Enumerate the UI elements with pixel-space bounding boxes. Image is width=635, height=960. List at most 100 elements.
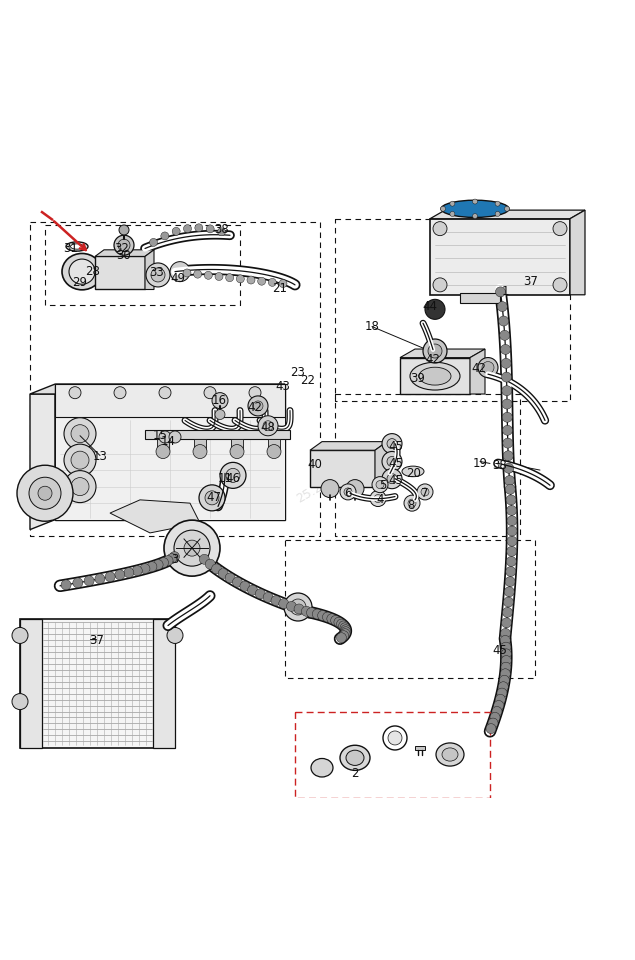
- Circle shape: [478, 357, 498, 377]
- Circle shape: [279, 599, 289, 609]
- Circle shape: [17, 466, 73, 521]
- Circle shape: [382, 451, 402, 471]
- Circle shape: [118, 239, 130, 252]
- Circle shape: [331, 615, 340, 626]
- Circle shape: [382, 468, 402, 489]
- Text: 43: 43: [276, 379, 290, 393]
- Circle shape: [417, 484, 433, 500]
- Polygon shape: [231, 439, 243, 450]
- Circle shape: [95, 574, 105, 584]
- Polygon shape: [95, 256, 145, 290]
- Circle shape: [12, 628, 28, 643]
- Circle shape: [495, 287, 505, 297]
- Circle shape: [236, 275, 244, 283]
- Circle shape: [64, 444, 96, 476]
- Circle shape: [38, 486, 52, 500]
- Circle shape: [159, 387, 171, 398]
- Ellipse shape: [70, 244, 83, 250]
- Circle shape: [161, 232, 169, 240]
- Circle shape: [504, 464, 514, 473]
- Circle shape: [64, 470, 96, 503]
- Circle shape: [500, 636, 511, 645]
- Circle shape: [204, 272, 212, 279]
- Circle shape: [169, 431, 181, 443]
- Text: 42: 42: [472, 362, 486, 374]
- Text: 15: 15: [152, 428, 168, 442]
- Text: 1: 1: [501, 285, 509, 298]
- Text: 33: 33: [150, 267, 164, 279]
- Circle shape: [433, 277, 447, 292]
- Ellipse shape: [445, 202, 505, 216]
- Ellipse shape: [402, 467, 424, 477]
- Circle shape: [502, 372, 512, 382]
- Circle shape: [340, 484, 356, 500]
- Circle shape: [500, 669, 511, 679]
- Text: 39: 39: [411, 372, 425, 385]
- Circle shape: [507, 516, 517, 526]
- Text: 48: 48: [260, 421, 276, 434]
- Text: 13: 13: [93, 450, 107, 464]
- Circle shape: [61, 580, 71, 589]
- Text: 7: 7: [421, 487, 429, 500]
- Text: 5: 5: [379, 479, 387, 492]
- Circle shape: [501, 358, 511, 369]
- Circle shape: [255, 588, 265, 599]
- Circle shape: [149, 238, 157, 247]
- Circle shape: [425, 300, 445, 320]
- Circle shape: [119, 225, 129, 235]
- Circle shape: [199, 554, 210, 564]
- Text: 28: 28: [86, 265, 100, 278]
- Text: 45: 45: [493, 644, 507, 658]
- Circle shape: [507, 505, 517, 516]
- Circle shape: [167, 554, 177, 564]
- Circle shape: [505, 577, 515, 587]
- Polygon shape: [268, 439, 280, 450]
- Text: 38: 38: [493, 459, 507, 472]
- Polygon shape: [415, 746, 425, 750]
- Circle shape: [73, 578, 83, 588]
- Circle shape: [267, 444, 281, 459]
- Polygon shape: [400, 349, 485, 358]
- Circle shape: [387, 473, 397, 484]
- Circle shape: [498, 682, 508, 692]
- Circle shape: [206, 225, 214, 233]
- Circle shape: [387, 456, 397, 467]
- Polygon shape: [310, 442, 387, 450]
- Circle shape: [488, 718, 498, 728]
- Circle shape: [502, 425, 512, 435]
- Text: 30: 30: [117, 249, 131, 262]
- Text: 3: 3: [171, 553, 178, 565]
- Circle shape: [321, 480, 339, 497]
- Circle shape: [507, 537, 517, 546]
- Ellipse shape: [340, 745, 370, 770]
- Circle shape: [212, 393, 228, 409]
- Circle shape: [230, 444, 244, 459]
- Circle shape: [502, 386, 512, 396]
- Circle shape: [504, 597, 514, 607]
- Circle shape: [338, 621, 349, 631]
- Circle shape: [248, 396, 268, 416]
- Polygon shape: [430, 210, 585, 219]
- Circle shape: [450, 211, 455, 216]
- Circle shape: [334, 617, 344, 627]
- Circle shape: [501, 649, 511, 659]
- Polygon shape: [153, 619, 175, 748]
- Circle shape: [504, 587, 514, 597]
- Circle shape: [220, 463, 246, 489]
- Circle shape: [505, 484, 515, 494]
- Circle shape: [501, 662, 511, 672]
- Circle shape: [64, 418, 96, 449]
- Circle shape: [500, 629, 511, 638]
- Circle shape: [240, 581, 250, 591]
- Circle shape: [388, 731, 402, 745]
- Circle shape: [502, 399, 512, 409]
- Circle shape: [346, 480, 364, 497]
- Circle shape: [225, 573, 235, 583]
- Circle shape: [433, 222, 447, 235]
- Circle shape: [147, 562, 157, 571]
- Polygon shape: [157, 439, 169, 450]
- Circle shape: [499, 675, 509, 685]
- Text: 45: 45: [389, 457, 403, 470]
- Circle shape: [71, 424, 89, 443]
- Circle shape: [232, 577, 243, 588]
